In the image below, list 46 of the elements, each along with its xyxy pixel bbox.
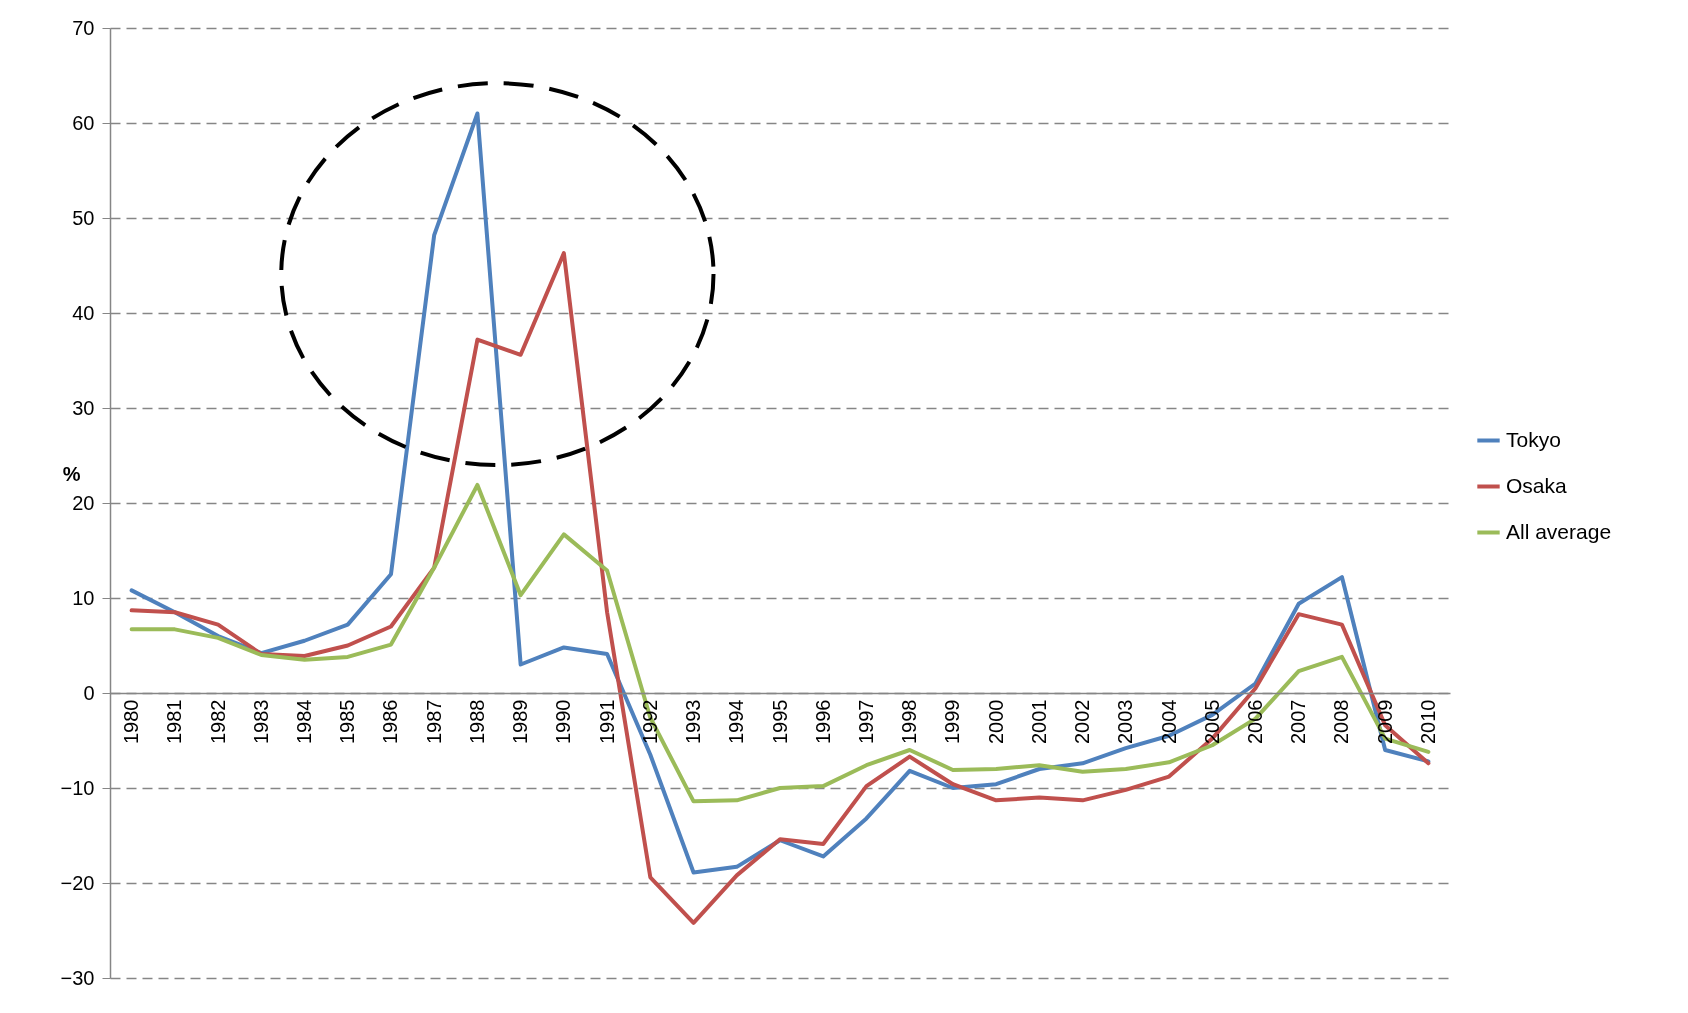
y-tick-label: 0 — [83, 681, 95, 704]
x-tick-label: 2006 — [1243, 699, 1266, 744]
x-tick-label: 1994 — [725, 699, 748, 744]
y-tick-label: 40 — [72, 301, 95, 324]
x-tick-label: 1988 — [465, 699, 488, 744]
x-tick-label: 2010 — [1416, 699, 1439, 744]
x-tick-label: 1997 — [854, 699, 877, 744]
x-tick-label: 1999 — [941, 699, 964, 744]
x-tick-label: 1995 — [768, 699, 791, 744]
y-tick-label: −20 — [60, 871, 95, 894]
x-tick-label: 2007 — [1287, 699, 1310, 744]
x-tick-label: 1990 — [552, 699, 575, 744]
x-tick-label: 2008 — [1330, 699, 1353, 744]
legend-label: All average — [1506, 519, 1612, 543]
y-axis-title: % — [62, 463, 81, 485]
x-tick-label: 2001 — [1027, 699, 1050, 744]
x-tick-label: 2002 — [1071, 699, 1094, 744]
x-tick-label: 1983 — [249, 699, 272, 744]
y-tick-label: −30 — [60, 966, 95, 989]
x-tick-label: 2000 — [984, 699, 1007, 744]
x-tick-label: 2004 — [1157, 699, 1180, 744]
x-tick-label: 1989 — [509, 699, 532, 744]
x-tick-label: 1985 — [336, 699, 359, 744]
x-tick-label: 1998 — [898, 699, 921, 744]
y-tick-label: 70 — [72, 16, 95, 39]
x-tick-label: 2009 — [1373, 699, 1396, 744]
y-tick-label: 50 — [72, 206, 95, 229]
x-tick-label: 1996 — [811, 699, 834, 744]
x-tick-label: 1981 — [163, 699, 186, 744]
x-tick-label: 1987 — [422, 699, 445, 744]
y-tick-label: 30 — [72, 396, 95, 419]
x-tick-label: 1992 — [638, 699, 661, 744]
x-tick-label: 1986 — [379, 699, 402, 744]
x-tick-label: 1993 — [682, 699, 705, 744]
x-tick-label: 1980 — [120, 699, 143, 744]
x-tick-label: 1991 — [595, 699, 618, 744]
y-tick-label: 60 — [72, 111, 95, 134]
x-tick-label: 1984 — [293, 699, 316, 744]
legend-label: Osaka — [1506, 473, 1568, 497]
x-tick-label: 2005 — [1200, 699, 1223, 744]
x-tick-label: 2003 — [1114, 699, 1137, 744]
x-tick-label: 1982 — [206, 699, 229, 744]
legend-label: Tokyo — [1506, 427, 1561, 451]
y-tick-label: 20 — [72, 491, 95, 514]
y-tick-label: 10 — [72, 586, 95, 609]
y-tick-label: −10 — [60, 776, 95, 799]
